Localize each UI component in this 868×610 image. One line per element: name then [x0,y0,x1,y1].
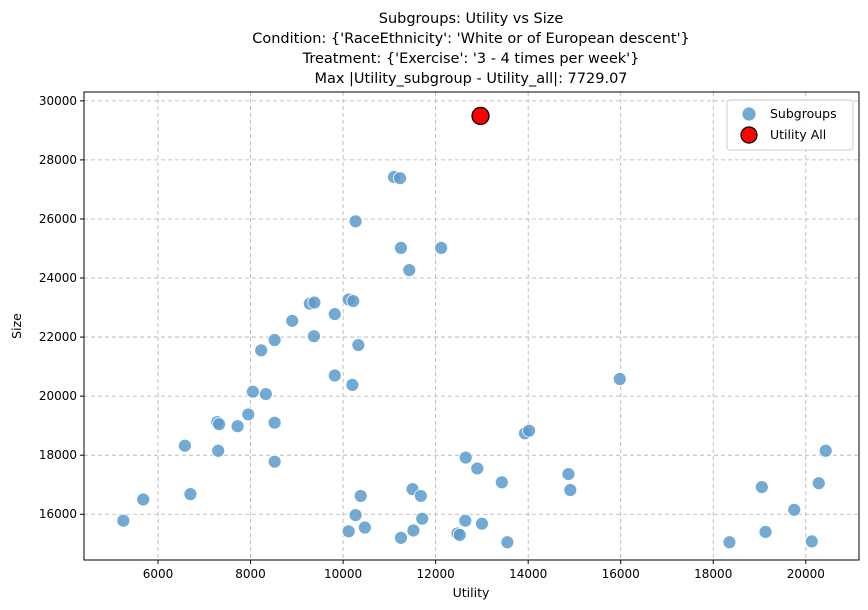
subgroup-point [522,423,537,438]
subgroup-point [307,329,321,344]
x-tick-label: 16000 [602,567,640,581]
subgroup-point [561,467,576,481]
subgroup-point [348,214,363,229]
subgroup-point [804,534,819,549]
x-tick-label: 14000 [509,567,547,581]
subgroup-point [787,502,802,517]
y-tick-label: 24000 [39,271,77,285]
x-tick-label: 12000 [417,567,455,581]
subgroup-point [500,535,515,550]
x-tick-label: 18000 [694,567,732,581]
subgroup-point [341,524,356,539]
y-tick-label: 26000 [39,212,77,226]
y-tick-label: 20000 [39,389,77,403]
y-axis-label: Size [9,313,24,339]
legend-label-subgroups: Subgroups [770,106,837,121]
subgroup-point [458,450,473,465]
legend-label-utility-all: Utility All [770,127,826,142]
subgroup-point [285,313,300,328]
x-tick-label: 8000 [235,567,266,581]
subgroup-point [402,263,417,277]
subgroup-point [307,295,322,310]
legend-marker-subgroups [741,106,757,122]
data-points [116,106,833,550]
subgroup-point [212,417,227,432]
subgroup-point [116,513,131,528]
subgroup-point [406,523,421,538]
subgroup-point [183,487,198,502]
subgroup-point [241,407,256,422]
subgroup-point [394,530,408,545]
y-tick-label: 22000 [39,330,77,344]
subgroup-point [494,475,509,490]
subgroup-point [754,480,769,494]
subgroup-point [811,476,826,491]
x-axis-label: Utility [453,585,490,600]
x-tick-label: 20000 [787,567,825,581]
subgroup-point [470,461,485,476]
subgroup-point [267,454,282,469]
subgroup-point [415,511,430,526]
subgroup-point [348,508,363,523]
grid-lines [84,92,859,560]
subgroup-point [434,241,449,255]
subgroup-point [393,171,407,186]
legend: Subgroups Utility All [726,99,854,151]
subgroup-point [258,387,273,401]
subgroup-point [136,492,151,507]
y-tick-label: 28000 [39,153,77,167]
subgroup-point [267,333,282,347]
subgroup-point [351,338,366,352]
y-tick-label: 16000 [39,507,77,521]
subgroup-point [267,415,282,430]
subgroup-point [758,525,773,539]
utility-all-point [471,106,490,126]
legend-box [726,99,854,151]
subgroup-point [177,438,192,453]
subgroup-point [345,378,360,392]
title-line-1: Subgroups: Utility vs Size [379,11,564,27]
subgroup-point [211,443,226,458]
subgroup-point [327,368,342,383]
subgroup-point [254,343,269,358]
title-line-4: Max |Utility_subgroup - Utility_all|: 77… [314,71,627,87]
subgroup-point [230,419,245,434]
subgroup-point [452,528,467,542]
y-tick-label: 30000 [39,94,77,108]
subgroup-point [346,294,361,308]
legend-marker-utility-all [740,126,758,144]
subgroup-point [722,535,737,550]
chart-title: Subgroups: Utility vs Size Condition: {'… [252,11,690,87]
subgroup-point [612,372,627,386]
subgroup-point [818,443,833,458]
subgroup-point [458,513,473,528]
subgroup-point [353,489,368,503]
subgroup-point [357,520,372,535]
x-tick-label: 6000 [143,567,174,581]
subgroup-point [563,483,578,497]
title-line-3: Treatment: {'Exercise': '3 - 4 times per… [302,51,640,67]
subgroup-point [394,241,408,255]
subgroup-point [327,307,342,321]
y-tick-label: 18000 [39,448,77,462]
subgroup-point [245,384,260,399]
plot-frame [83,91,860,561]
x-tick-label: 10000 [324,567,362,581]
subgroup-point [413,489,428,503]
subgroup-point [475,516,489,531]
title-line-2: Condition: {'RaceEthnicity': 'White or o… [252,31,690,47]
axis-ticks: 6000 8000 10000 12000 14000 16000 18000 20000 16… [39,94,825,581]
